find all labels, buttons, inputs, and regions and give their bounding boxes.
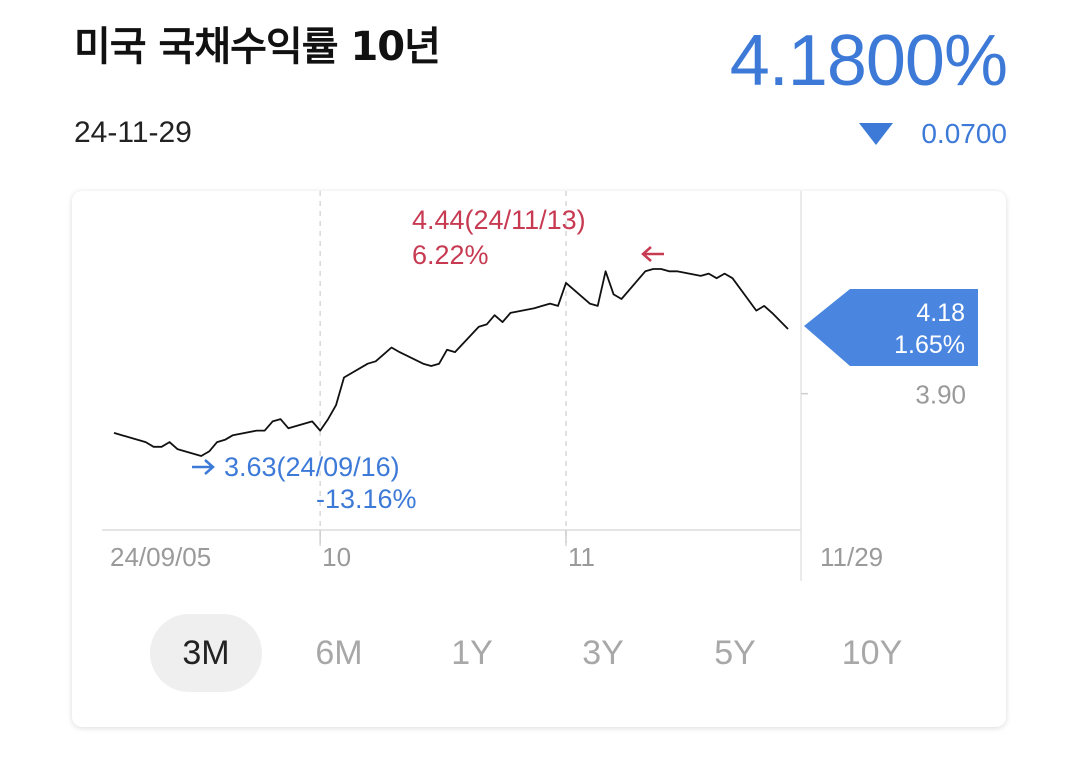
tab-3m[interactable]: 3M: [150, 614, 262, 692]
current-value-badge: [804, 289, 978, 366]
quote-date: 24-11-29: [74, 116, 192, 149]
low-arrow-head-icon: [204, 459, 215, 475]
x-tick-label: 10: [322, 542, 351, 572]
tab-3y[interactable]: 3Y: [582, 634, 624, 672]
tab-6m[interactable]: 6M: [315, 634, 363, 672]
period-tabs: 3M 6M 1Y 3Y 5Y 10Y: [150, 614, 930, 692]
series-line: [113, 268, 789, 457]
x-tick-label: 11: [568, 542, 595, 572]
y-tick-label: 3.90: [915, 380, 966, 410]
tab-5y[interactable]: 5Y: [714, 634, 756, 672]
low-annotation-pct: -13.16%: [316, 484, 417, 514]
price-change: 0.0700: [859, 118, 1007, 150]
current-price: 4.1800%: [729, 21, 1008, 101]
page-title: 미국 국채수익률 10년: [74, 24, 441, 70]
down-triangle-icon: [859, 123, 894, 145]
high-arrow-head-icon: [641, 246, 652, 262]
current-pct-label: 1.65%: [894, 331, 965, 359]
current-value-label: 4.18: [916, 299, 965, 327]
price-chart: 24/09/05 10 11 11/29 3.90 4.18 1.65% 4.44(24/11…: [102, 191, 978, 581]
tab-10y[interactable]: 10Y: [841, 634, 903, 672]
x-tick-label: 11/29: [820, 542, 883, 572]
x-tick-label: 24/09/05: [110, 542, 211, 572]
tab-1y[interactable]: 1Y: [451, 634, 493, 672]
low-annotation-value: 3.63(24/09/16): [224, 452, 400, 482]
price-change-value: 0.0700: [921, 118, 1007, 149]
high-annotation-pct: 6.22%: [412, 240, 489, 270]
high-annotation-value: 4.44(24/11/13): [412, 205, 586, 235]
